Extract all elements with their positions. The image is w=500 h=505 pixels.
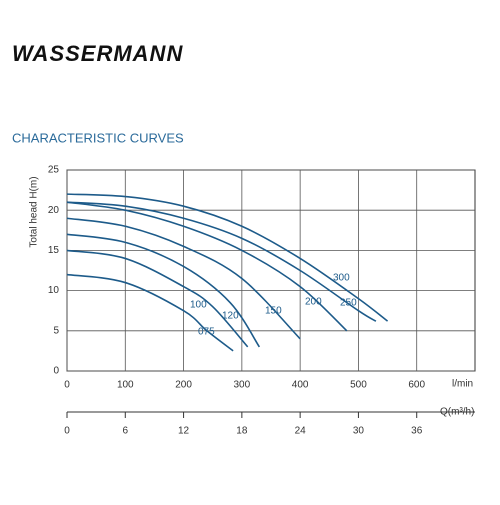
x2-tick-label: 30 bbox=[353, 426, 365, 437]
curve-label: 075 bbox=[198, 327, 215, 338]
x-tick-label: 400 bbox=[292, 380, 309, 391]
y-tick-label: 0 bbox=[53, 366, 59, 377]
x2-tick-label: 18 bbox=[236, 426, 248, 437]
curve-label: 250 bbox=[340, 298, 357, 309]
curve-label: 120 bbox=[222, 311, 239, 322]
x-tick-label: 300 bbox=[234, 380, 251, 391]
chart-title: CHARACTERISTIC CURVES bbox=[12, 130, 184, 145]
y-tick-label: 5 bbox=[53, 325, 59, 336]
y-axis-label: Total head H(m) bbox=[29, 176, 40, 247]
curve bbox=[66, 217, 301, 340]
x-tick-label: 0 bbox=[64, 380, 70, 391]
curve bbox=[66, 193, 389, 322]
curve-label: 150 bbox=[265, 306, 282, 317]
curve bbox=[66, 201, 348, 332]
x-tick-label: 100 bbox=[117, 380, 134, 391]
y-tick-label: 25 bbox=[48, 165, 60, 176]
y-tick-label: 10 bbox=[48, 285, 60, 296]
x2-tick-label: 24 bbox=[295, 426, 307, 437]
curve bbox=[66, 273, 234, 352]
curve bbox=[66, 249, 249, 348]
logo: WASSERMANN bbox=[12, 41, 183, 66]
y-tick-label: 20 bbox=[48, 205, 60, 216]
plot-frame bbox=[66, 169, 476, 372]
x-tick-label: 200 bbox=[175, 380, 192, 391]
curve bbox=[66, 201, 377, 322]
x2-tick-label: 12 bbox=[178, 426, 190, 437]
x-axis-label: l/min bbox=[452, 379, 473, 390]
x-tick-label: 500 bbox=[350, 380, 367, 391]
curve bbox=[66, 233, 261, 348]
x2-tick-label: 36 bbox=[411, 426, 423, 437]
x-tick-label: 600 bbox=[408, 380, 425, 391]
curve-label: 100 bbox=[190, 300, 207, 311]
curve-label: 200 bbox=[305, 297, 322, 308]
y-tick-label: 15 bbox=[48, 245, 60, 256]
curve-label: 300 bbox=[333, 273, 350, 284]
x2-tick-label: 0 bbox=[64, 426, 70, 437]
x2-tick-label: 6 bbox=[123, 426, 129, 437]
